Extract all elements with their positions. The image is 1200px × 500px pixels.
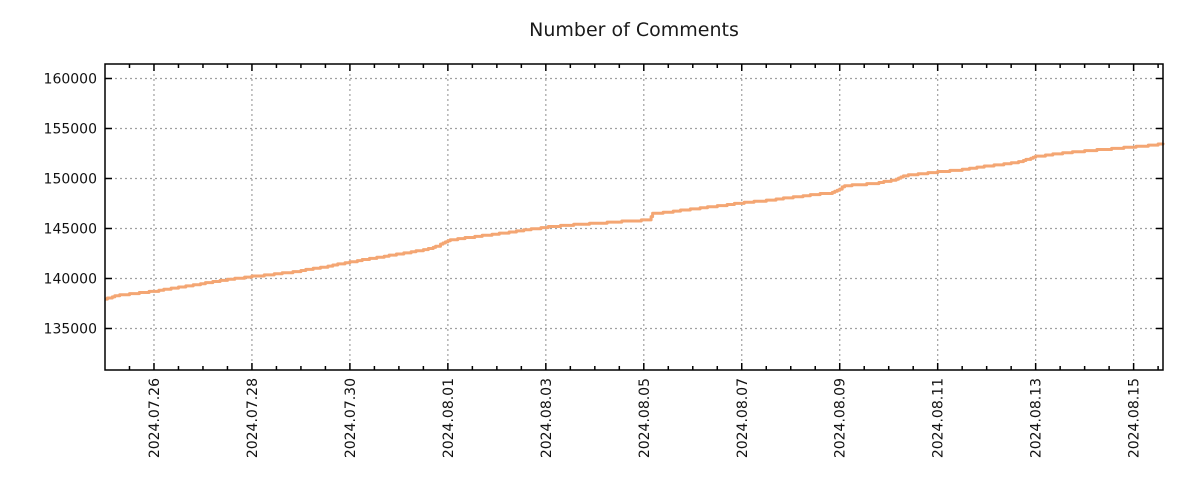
x-tick-label: 2024.08.09 — [833, 378, 849, 458]
y-tick-label: 155000 — [44, 122, 97, 138]
x-tick-label: 2024.07.30 — [343, 378, 359, 458]
plot-border — [104, 63, 1164, 371]
y-tick-label: 135000 — [44, 322, 97, 338]
y-tick-label: 145000 — [44, 222, 97, 238]
y-tick-label: 140000 — [44, 272, 97, 288]
data-series — [105, 142, 1165, 301]
x-tick-label: 2024.08.13 — [1029, 378, 1045, 458]
x-tick-label: 2024.08.01 — [441, 378, 457, 458]
y-tick-label: 160000 — [44, 72, 97, 88]
chart-title: Number of Comments — [529, 19, 739, 41]
x-tick-label: 2024.08.11 — [931, 378, 947, 458]
series-line-comments — [105, 142, 1165, 301]
x-tick-label: 2024.07.26 — [147, 378, 163, 458]
gridlines — [105, 64, 1163, 370]
x-tick-label: 2024.08.15 — [1127, 378, 1143, 458]
y-tick-label: 150000 — [44, 172, 97, 188]
x-tick-label: 2024.08.03 — [539, 378, 555, 458]
axes — [104, 63, 1164, 371]
x-tick-label: 2024.07.28 — [245, 378, 261, 458]
axis-labels: 135000 140000 145000 150000 155000 160000 2024… — [44, 72, 1143, 459]
x-tick-label: 2024.08.05 — [637, 378, 653, 458]
x-tick-label: 2024.08.07 — [735, 378, 751, 458]
